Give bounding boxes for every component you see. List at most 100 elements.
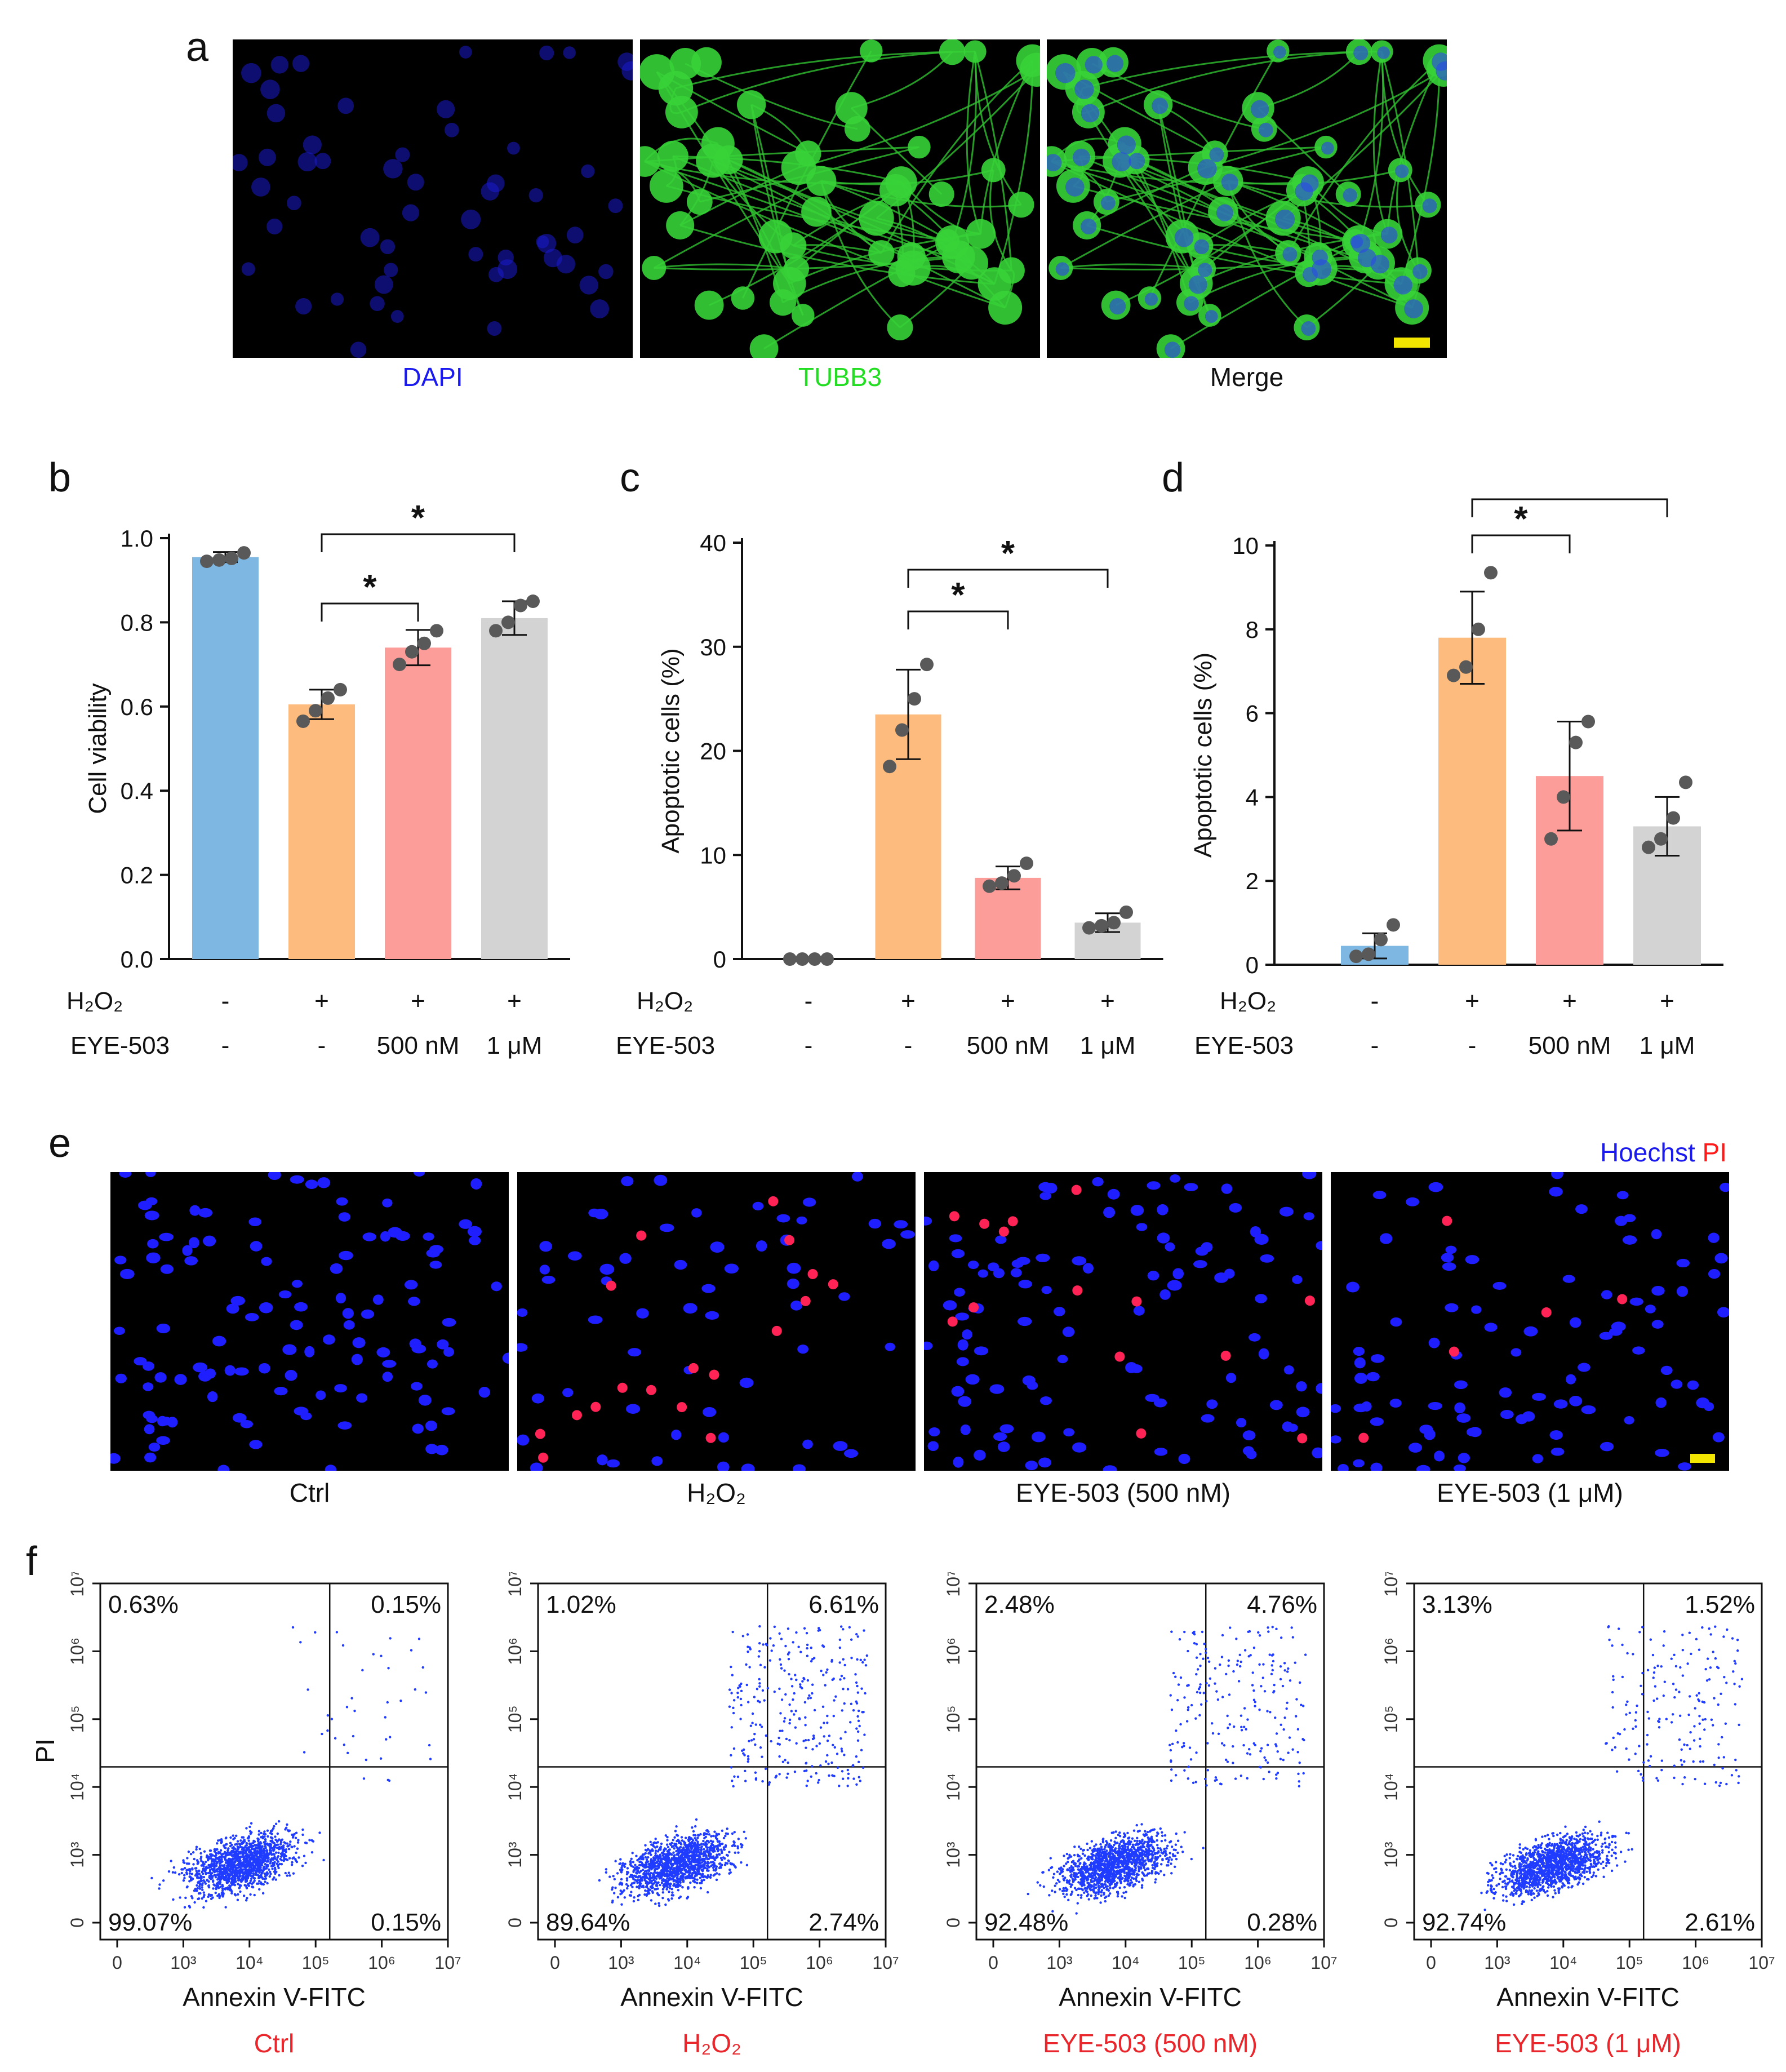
data-point — [405, 645, 419, 659]
event — [668, 1857, 670, 1861]
event — [372, 1653, 375, 1656]
event — [236, 1898, 239, 1901]
hoechst-nucleus — [882, 1239, 896, 1249]
hoechst-nucleus — [189, 1205, 201, 1216]
event — [1099, 1843, 1102, 1846]
event — [233, 1836, 236, 1840]
hoechst-nucleus — [1354, 1372, 1367, 1384]
nucleus — [507, 141, 520, 155]
hoechst-nucleus — [993, 1432, 1007, 1441]
nucleus — [617, 52, 633, 71]
event — [205, 1873, 207, 1875]
event — [220, 1858, 223, 1861]
event — [170, 1860, 172, 1862]
event — [1104, 1885, 1108, 1888]
hoechst-nucleus — [960, 1424, 971, 1435]
event — [288, 1857, 291, 1860]
y-tick-label: 0.6 — [121, 694, 153, 720]
event — [1052, 1876, 1055, 1879]
event — [297, 1839, 300, 1842]
event — [194, 1867, 197, 1870]
event — [754, 1743, 757, 1746]
pi-positive-cell — [1541, 1307, 1552, 1318]
event — [726, 1827, 728, 1830]
event — [287, 1871, 290, 1874]
y-axis-label: Apoptotic cells (%) — [1189, 653, 1217, 858]
event — [277, 1866, 280, 1870]
event — [1109, 1839, 1113, 1842]
event — [850, 1638, 853, 1641]
event — [207, 1871, 210, 1875]
hoechst-nucleus — [1708, 1268, 1721, 1279]
event — [820, 1669, 823, 1672]
hoechst-nucleus — [541, 1275, 556, 1284]
event — [269, 1832, 272, 1835]
event — [611, 1899, 614, 1902]
event — [193, 1901, 196, 1904]
hoechst-nucleus — [1615, 1215, 1628, 1226]
event — [286, 1842, 289, 1845]
event — [665, 1873, 668, 1876]
event — [816, 1781, 820, 1784]
event — [659, 1871, 661, 1874]
event — [1065, 1893, 1068, 1896]
event — [1101, 1840, 1105, 1843]
hoechst-nucleus — [1063, 1428, 1074, 1437]
event — [741, 1635, 744, 1638]
event — [732, 1706, 735, 1710]
event — [228, 1851, 231, 1854]
hoechst-nucleus — [1676, 1258, 1690, 1268]
event — [846, 1768, 850, 1772]
event — [256, 1867, 259, 1871]
event — [745, 1683, 748, 1687]
event — [644, 1852, 647, 1855]
event — [688, 1836, 691, 1839]
event — [264, 1838, 267, 1841]
event — [812, 1737, 815, 1740]
event — [761, 1689, 765, 1692]
hoechst-nucleus — [787, 1278, 799, 1289]
event — [236, 1864, 238, 1867]
event — [670, 1894, 673, 1897]
event — [700, 1882, 703, 1884]
hoechst-nucleus — [1569, 1317, 1581, 1328]
event — [673, 1836, 676, 1839]
hoechst-nucleus — [423, 1232, 434, 1241]
event — [751, 1712, 754, 1715]
neurite — [728, 159, 953, 243]
event — [424, 1691, 428, 1694]
event — [740, 1703, 743, 1707]
event — [301, 1865, 304, 1867]
data-point — [1642, 840, 1655, 854]
pi-positive-cell — [1071, 1184, 1082, 1195]
hoechst-nucleus — [1133, 1306, 1145, 1316]
event — [693, 1886, 696, 1889]
event — [857, 1719, 860, 1723]
event — [687, 1855, 690, 1858]
event — [230, 1882, 233, 1884]
event — [245, 1854, 248, 1857]
event — [304, 1861, 307, 1865]
event — [685, 1861, 687, 1864]
c-h2o2-value: - — [804, 987, 813, 1015]
event — [671, 1870, 674, 1874]
event — [638, 1871, 641, 1874]
event — [234, 1834, 238, 1837]
event — [732, 1711, 735, 1715]
event — [207, 1884, 210, 1887]
hoechst-nucleus — [517, 1434, 530, 1446]
neuron-soma — [860, 39, 883, 63]
event — [650, 1843, 653, 1846]
hoechst-nucleus — [361, 1309, 375, 1319]
event — [666, 1885, 669, 1888]
event — [743, 1754, 746, 1756]
event — [221, 1885, 224, 1888]
data-point — [417, 636, 431, 650]
hoechst-nucleus — [338, 1212, 351, 1222]
event — [619, 1889, 622, 1892]
event — [793, 1692, 796, 1695]
event — [224, 1856, 227, 1859]
y-tick-label: 0.8 — [121, 609, 153, 636]
hoechst-nucleus — [382, 1360, 397, 1368]
x-tick-label: 10⁷ — [434, 1953, 461, 1973]
